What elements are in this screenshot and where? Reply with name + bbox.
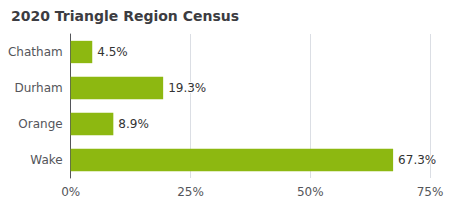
svg-text:Orange: Orange bbox=[18, 117, 62, 131]
svg-text:8.9%: 8.9% bbox=[118, 117, 149, 131]
svg-text:50%: 50% bbox=[297, 185, 324, 199]
svg-text:4.5%: 4.5% bbox=[97, 45, 128, 59]
svg-text:Wake: Wake bbox=[30, 153, 62, 167]
svg-text:0%: 0% bbox=[61, 185, 80, 199]
svg-text:19.3%: 19.3% bbox=[168, 81, 206, 95]
svg-text:25%: 25% bbox=[177, 185, 204, 199]
svg-text:67.3%: 67.3% bbox=[398, 153, 436, 167]
svg-text:Chatham: Chatham bbox=[8, 45, 63, 59]
svg-text:75%: 75% bbox=[417, 185, 444, 199]
svg-text:2020 Triangle Region Census: 2020 Triangle Region Census bbox=[11, 8, 239, 24]
svg-text:Durham: Durham bbox=[14, 81, 62, 95]
